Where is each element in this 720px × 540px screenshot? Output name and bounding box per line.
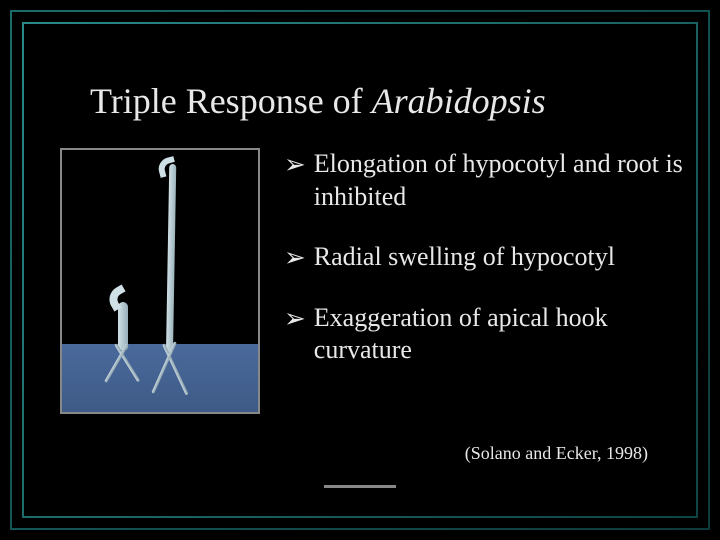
- tall-seedling-stem: [166, 164, 176, 352]
- title-plain: Triple Response of: [90, 81, 372, 121]
- bullet-text: Exaggeration of apical hook curvature: [314, 302, 688, 367]
- bullet-list: ➢ Elongation of hypocotyl and root is in…: [284, 148, 688, 414]
- seedling-figure: [60, 148, 260, 414]
- slide-content: Triple Response of Arabidopsis ➢ Elongat…: [32, 32, 688, 508]
- title-italic: Arabidopsis: [372, 81, 546, 121]
- body-row: ➢ Elongation of hypocotyl and root is in…: [60, 148, 688, 414]
- bullet-text: Radial swelling of hypocotyl: [314, 241, 615, 274]
- bullet-arrow-icon: ➢: [284, 148, 306, 213]
- bullet-arrow-icon: ➢: [284, 241, 306, 274]
- list-item: ➢ Radial swelling of hypocotyl: [284, 241, 688, 274]
- bottom-divider: [324, 485, 396, 488]
- list-item: ➢ Exaggeration of apical hook curvature: [284, 302, 688, 367]
- citation: (Solano and Ecker, 1998): [465, 443, 648, 464]
- bullet-arrow-icon: ➢: [284, 302, 306, 367]
- slide-title: Triple Response of Arabidopsis: [90, 80, 688, 122]
- bullet-text: Elongation of hypocotyl and root is inhi…: [314, 148, 688, 213]
- list-item: ➢ Elongation of hypocotyl and root is in…: [284, 148, 688, 213]
